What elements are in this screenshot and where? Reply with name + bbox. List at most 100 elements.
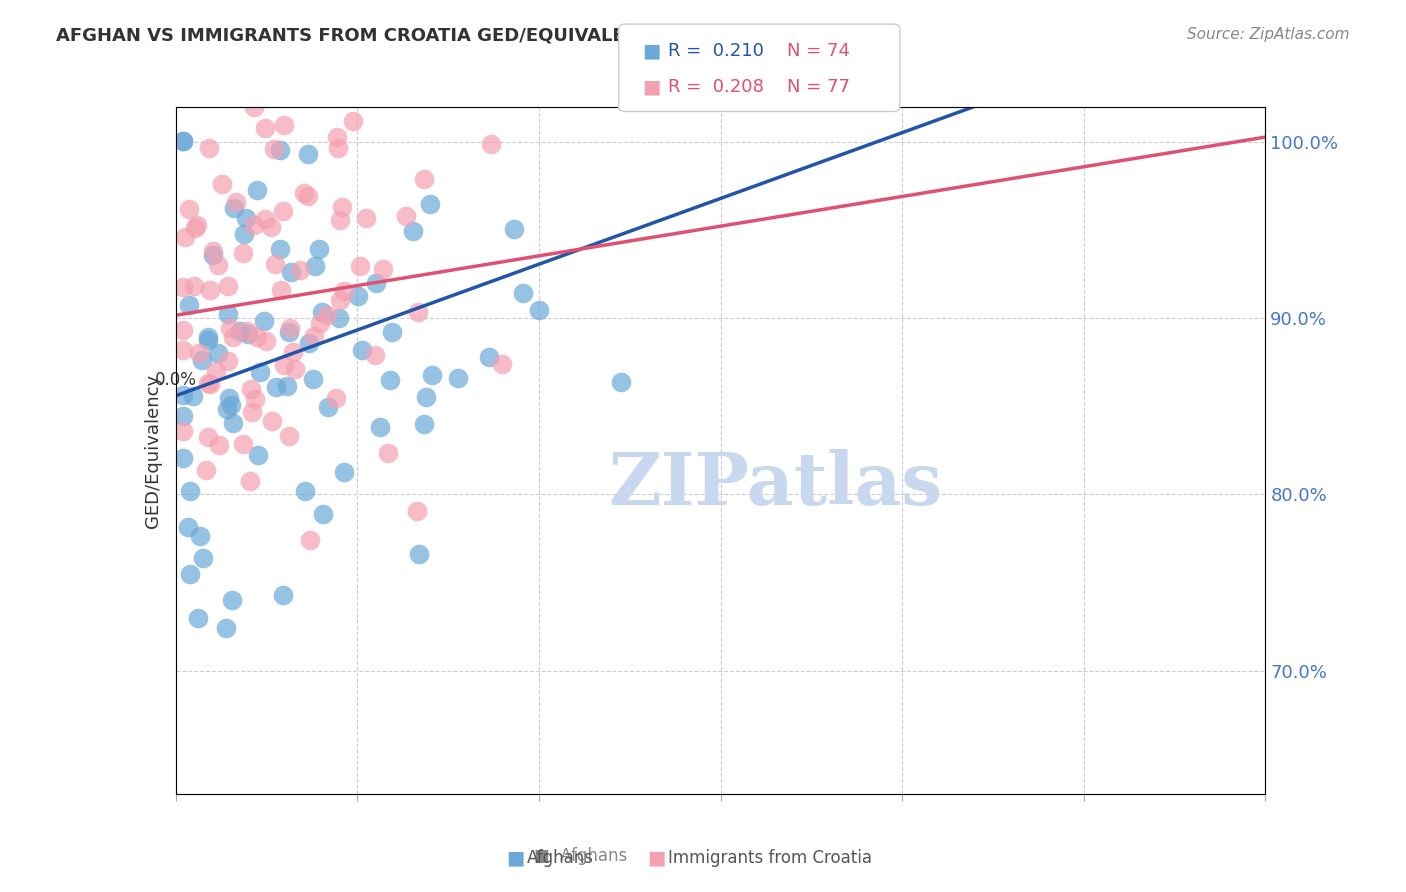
Afghans — [215, 402, 238, 417]
Afghans — [381, 325, 404, 339]
Immigrants from Croatia — [254, 334, 277, 348]
Afghans — [172, 388, 194, 402]
Text: N = 77: N = 77 — [787, 78, 851, 96]
Immigrants from Croatia — [242, 100, 264, 114]
Afghans — [221, 593, 243, 607]
Afghans — [217, 308, 239, 322]
Immigrants from Croatia — [200, 283, 222, 297]
Immigrants from Croatia — [309, 316, 332, 330]
Afghans — [803, 70, 825, 85]
Immigrants from Croatia — [222, 329, 245, 343]
Immigrants from Croatia — [184, 221, 207, 235]
Immigrants from Croatia — [364, 348, 387, 362]
Immigrants from Croatia — [172, 424, 194, 438]
Afghans — [172, 135, 194, 149]
Afghans — [294, 483, 316, 498]
Text: N = 74: N = 74 — [787, 42, 851, 60]
Immigrants from Croatia — [330, 200, 353, 214]
Immigrants from Croatia — [172, 280, 194, 294]
Immigrants from Croatia — [406, 503, 429, 517]
Immigrants from Croatia — [246, 330, 269, 344]
Afghans — [172, 409, 194, 424]
Afghans — [215, 622, 238, 636]
Afghans — [179, 483, 201, 498]
Afghans — [235, 211, 257, 226]
Afghans — [328, 310, 350, 325]
Afghans — [172, 450, 194, 465]
Immigrants from Croatia — [325, 391, 347, 405]
Immigrants from Croatia — [198, 377, 221, 392]
Immigrants from Croatia — [288, 262, 311, 277]
Immigrants from Croatia — [239, 382, 262, 396]
Afghans — [172, 135, 194, 149]
Immigrants from Croatia — [292, 186, 315, 201]
Text: AFGHAN VS IMMIGRANTS FROM CROATIA GED/EQUIVALENCY CORRELATION CHART: AFGHAN VS IMMIGRANTS FROM CROATIA GED/EQ… — [56, 27, 887, 45]
Afghans — [378, 373, 401, 387]
Immigrants from Croatia — [284, 362, 307, 376]
Immigrants from Croatia — [194, 462, 217, 476]
Afghans — [373, 33, 395, 47]
Afghans — [207, 346, 229, 360]
Afghans — [177, 520, 200, 534]
Immigrants from Croatia — [232, 437, 254, 451]
Immigrants from Croatia — [354, 211, 377, 225]
Afghans — [420, 368, 443, 383]
Immigrants from Croatia — [179, 202, 201, 216]
Afghans — [179, 567, 201, 582]
Immigrants from Croatia — [219, 321, 242, 335]
Text: 0.0%: 0.0% — [155, 371, 197, 390]
Y-axis label: GED/Equivalency: GED/Equivalency — [143, 374, 162, 527]
Immigrants from Croatia — [413, 172, 436, 186]
Afghans — [271, 588, 294, 602]
Afghans — [350, 343, 373, 358]
Afghans — [201, 248, 224, 262]
Immigrants from Croatia — [205, 364, 228, 378]
Immigrants from Croatia — [297, 188, 319, 202]
Afghans — [264, 380, 287, 394]
Afghans — [269, 143, 291, 157]
Immigrants from Croatia — [264, 257, 287, 271]
Immigrants from Croatia — [243, 219, 266, 233]
Afghans — [402, 224, 425, 238]
Afghans — [183, 389, 205, 403]
Text: Afghans: Afghans — [527, 849, 595, 867]
Afghans — [238, 326, 260, 341]
Immigrants from Croatia — [342, 113, 364, 128]
Immigrants from Croatia — [202, 244, 225, 258]
Afghans — [332, 465, 354, 479]
Afghans — [415, 391, 437, 405]
Immigrants from Croatia — [273, 358, 295, 372]
Afghans — [188, 529, 211, 543]
Afghans — [197, 333, 219, 347]
Immigrants from Croatia — [371, 262, 394, 277]
Afghans — [447, 371, 470, 385]
Immigrants from Croatia — [262, 414, 284, 428]
Immigrants from Croatia — [174, 229, 197, 244]
Afghans — [228, 71, 250, 86]
Text: Source: ZipAtlas.com: Source: ZipAtlas.com — [1187, 27, 1350, 42]
Immigrants from Croatia — [172, 343, 194, 357]
Immigrants from Croatia — [377, 446, 399, 460]
Immigrants from Croatia — [271, 203, 294, 218]
Afghans — [222, 201, 245, 215]
Text: ■: ■ — [647, 848, 665, 868]
Immigrants from Croatia — [302, 329, 325, 343]
Afghans — [366, 277, 388, 291]
Immigrants from Croatia — [479, 137, 502, 152]
Immigrants from Croatia — [329, 212, 352, 227]
Afghans — [527, 302, 550, 317]
Afghans — [249, 364, 271, 378]
Afghans — [298, 335, 321, 350]
Immigrants from Croatia — [239, 475, 262, 489]
Immigrants from Croatia — [183, 279, 205, 293]
Immigrants from Croatia — [186, 218, 208, 232]
Afghans — [197, 330, 219, 344]
Afghans — [478, 350, 501, 364]
Immigrants from Croatia — [281, 345, 304, 359]
Immigrants from Croatia — [278, 429, 301, 443]
Afghans — [280, 265, 302, 279]
Afghans — [297, 147, 319, 161]
Afghans — [191, 551, 214, 566]
Text: ■: ■ — [506, 848, 524, 868]
Afghans — [179, 297, 201, 311]
